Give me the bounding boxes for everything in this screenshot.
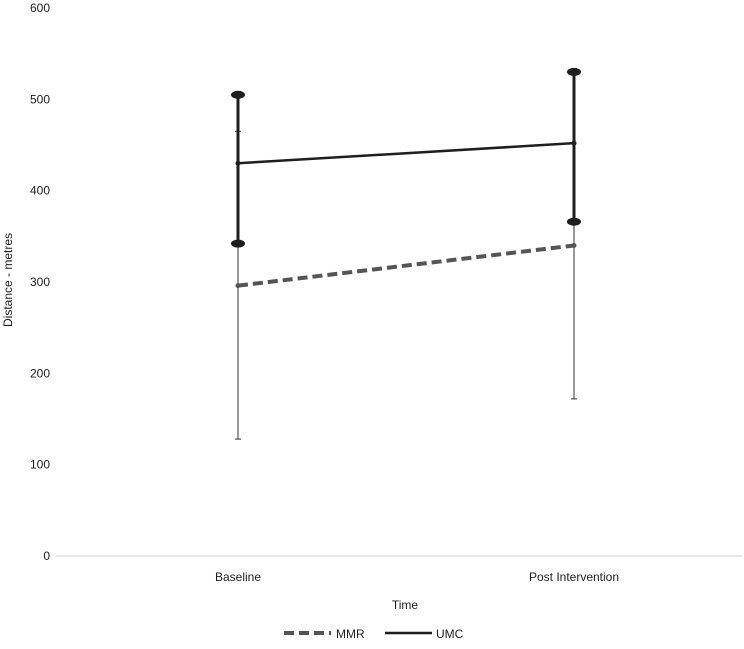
labels-layer: Distance - metres Time xyxy=(1,233,418,612)
data-point-umc xyxy=(571,140,577,146)
data-point-mmr xyxy=(571,242,577,248)
error-cap-umc xyxy=(567,217,581,226)
data-point-umc xyxy=(235,160,241,166)
y-axis-label: Distance - metres xyxy=(1,233,15,327)
error-cap-umc xyxy=(231,239,245,248)
y-tick-label: 400 xyxy=(30,184,50,198)
x-axis-label: Time xyxy=(392,598,419,612)
y-tick-label: 200 xyxy=(30,366,50,380)
error-cap-umc xyxy=(567,67,581,76)
series-line-mmr xyxy=(237,243,575,288)
y-tick-label: 500 xyxy=(30,92,50,106)
x-tick-label: Baseline xyxy=(215,570,261,584)
x-tick-label: Post Intervention xyxy=(529,570,619,584)
y-tick-label: 600 xyxy=(30,1,50,15)
y-tick-label: 0 xyxy=(43,549,50,563)
y-tick-label: 100 xyxy=(30,458,50,472)
error-bars-layer xyxy=(231,67,581,440)
series-line-umc xyxy=(237,141,575,165)
axes-layer: 0 100 200 300 400 500 600 Baseline Post Interven… xyxy=(30,1,742,584)
y-tick-label: 300 xyxy=(30,275,50,289)
legend-label-umc: UMC xyxy=(436,627,464,641)
series-lines-layer xyxy=(235,140,577,289)
legend-label-mmr: MMR xyxy=(336,627,365,641)
data-point-mmr xyxy=(235,283,241,289)
error-cap-umc xyxy=(231,90,245,99)
legend: MMR UMC xyxy=(284,627,464,641)
